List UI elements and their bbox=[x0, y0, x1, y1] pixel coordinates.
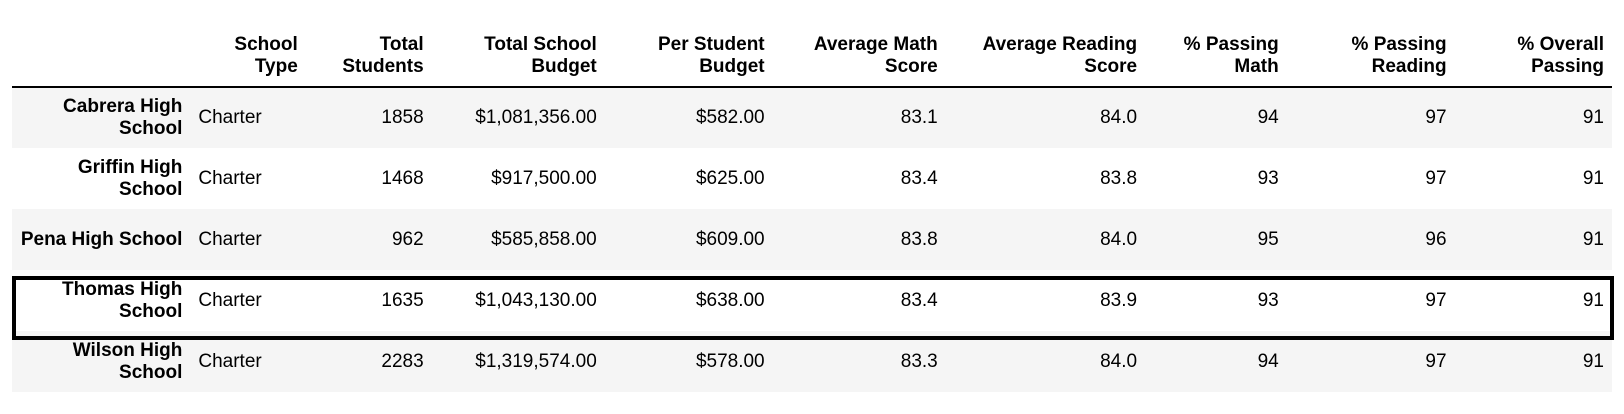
header-passing-math-l1: % Passing bbox=[1183, 34, 1279, 55]
table-body: Cabrera High School Charter 1858 $1,081,… bbox=[12, 87, 1612, 392]
cell-per-student-budget: $625.00 bbox=[695, 167, 765, 189]
cell-school-type: Charter bbox=[198, 289, 262, 311]
header-total-students: Total Students bbox=[305, 30, 432, 88]
cell-per-student-budget: $609.00 bbox=[695, 228, 765, 250]
cell-passing-reading: 96 bbox=[1425, 228, 1447, 250]
cell-total-students: 1635 bbox=[381, 289, 424, 311]
cell-total-students: 1468 bbox=[381, 167, 424, 189]
header-average-math-score-l2: Score bbox=[884, 56, 938, 77]
header-passing-math-l2: Math bbox=[1234, 56, 1279, 77]
cell-total-budget: $917,500.00 bbox=[491, 167, 597, 189]
header-school-type: School Type bbox=[190, 30, 306, 88]
cell-total-budget: $1,081,356.00 bbox=[475, 107, 597, 128]
header-row: School Type Total Students Total School Bud… bbox=[12, 30, 1612, 88]
table-row-highlighted: Thomas High School Charter 1635 $1,043,1… bbox=[12, 270, 1612, 331]
cell-passing-math: 94 bbox=[1257, 107, 1279, 128]
cell-total-students: 962 bbox=[391, 228, 424, 250]
header-index bbox=[12, 30, 191, 88]
table-row: Wilson High School Charter 2283 $1,319,5… bbox=[12, 331, 1612, 392]
cell-school-type: Charter bbox=[198, 350, 262, 372]
row-school-name: Griffin High School bbox=[77, 156, 183, 200]
cell-overall-passing: 91 bbox=[1582, 167, 1604, 189]
header-total-students-l2: Students bbox=[342, 56, 424, 77]
row-school-name: Wilson High School bbox=[72, 339, 183, 383]
row-school-name: Thomas High School bbox=[62, 278, 183, 322]
cell-passing-math: 93 bbox=[1257, 167, 1279, 189]
table-row: Cabrera High School Charter 1858 $1,081,… bbox=[12, 87, 1612, 148]
header-total-school-budget-l1: Total School bbox=[484, 34, 597, 55]
header-per-student-budget: Per Student Budget bbox=[604, 30, 773, 88]
cell-average-math: 83.4 bbox=[900, 289, 938, 311]
cell-average-reading: 84.0 bbox=[1100, 350, 1138, 372]
cell-average-math: 83.4 bbox=[900, 167, 938, 189]
header-overall-passing: % Overall Passing bbox=[1454, 30, 1612, 88]
cell-per-student-budget: $582.00 bbox=[695, 107, 765, 128]
cell-overall-passing: 91 bbox=[1582, 107, 1604, 128]
school-summary-table-container: School Type Total Students Total School Bud… bbox=[12, 30, 1612, 392]
cell-school-type: Charter bbox=[198, 228, 262, 250]
cell-total-budget: $1,319,574.00 bbox=[475, 350, 597, 372]
row-school-name: Pena High School bbox=[20, 228, 183, 250]
cell-average-math: 83.1 bbox=[900, 107, 938, 128]
cell-per-student-budget: $578.00 bbox=[695, 350, 765, 372]
cell-overall-passing: 91 bbox=[1582, 228, 1604, 250]
header-average-math-score-l1: Average Math bbox=[813, 34, 938, 55]
cell-overall-passing: 91 bbox=[1582, 289, 1604, 311]
cell-total-budget: $585,858.00 bbox=[491, 228, 597, 250]
row-school-name: Cabrera High School bbox=[63, 96, 183, 139]
cell-total-students: 2283 bbox=[381, 350, 424, 372]
cell-passing-reading: 97 bbox=[1425, 107, 1447, 128]
header-passing-reading-l2: Reading bbox=[1371, 56, 1447, 77]
school-summary-table: School Type Total Students Total School Bud… bbox=[12, 30, 1612, 392]
cell-passing-math: 94 bbox=[1257, 350, 1279, 372]
header-passing-reading: % Passing Reading bbox=[1286, 30, 1455, 88]
cell-passing-reading: 97 bbox=[1425, 289, 1447, 311]
cell-passing-reading: 97 bbox=[1425, 350, 1447, 372]
cell-average-reading: 84.0 bbox=[1100, 107, 1138, 128]
cell-average-reading: 84.0 bbox=[1100, 228, 1138, 250]
cell-average-math: 83.3 bbox=[900, 350, 938, 372]
header-total-school-budget-l2: Budget bbox=[531, 56, 597, 77]
table-row: Griffin High School Charter 1468 $917,50… bbox=[12, 148, 1612, 209]
header-school-type-l2: Type bbox=[254, 56, 298, 77]
cell-school-type: Charter bbox=[198, 107, 262, 128]
cell-average-reading: 83.8 bbox=[1100, 167, 1138, 189]
header-average-reading-score-l1: Average Reading bbox=[982, 34, 1138, 55]
header-per-student-budget-l1: Per Student bbox=[658, 34, 765, 55]
header-average-reading-score-l2: Score bbox=[1084, 56, 1138, 77]
header-overall-passing-l2: Passing bbox=[1531, 56, 1604, 77]
header-total-students-l1: Total bbox=[379, 34, 424, 55]
header-per-student-budget-l2: Budget bbox=[699, 56, 765, 77]
header-average-math-score: Average Math Score bbox=[772, 30, 946, 88]
header-total-school-budget: Total School Budget bbox=[431, 30, 605, 88]
header-school-type-l1: School bbox=[234, 34, 298, 55]
cell-average-reading: 83.9 bbox=[1100, 289, 1138, 311]
table-header: School Type Total Students Total School Bud… bbox=[12, 30, 1612, 88]
cell-overall-passing: 91 bbox=[1582, 350, 1604, 372]
header-average-reading-score: Average Reading Score bbox=[945, 30, 1146, 88]
cell-average-math: 83.8 bbox=[900, 228, 938, 250]
header-overall-passing-l1: % Overall bbox=[1517, 34, 1604, 55]
cell-per-student-budget: $638.00 bbox=[695, 289, 765, 311]
cell-total-students: 1858 bbox=[381, 107, 424, 128]
cell-passing-math: 95 bbox=[1257, 228, 1279, 250]
cell-school-type: Charter bbox=[198, 167, 262, 189]
cell-passing-reading: 97 bbox=[1425, 167, 1447, 189]
header-passing-math: % Passing Math bbox=[1145, 30, 1287, 88]
cell-passing-math: 93 bbox=[1257, 289, 1279, 311]
table-row: Pena High School Charter 962 $585,858.00… bbox=[12, 209, 1612, 270]
cell-total-budget: $1,043,130.00 bbox=[475, 289, 597, 311]
header-passing-reading-l1: % Passing bbox=[1351, 34, 1447, 55]
